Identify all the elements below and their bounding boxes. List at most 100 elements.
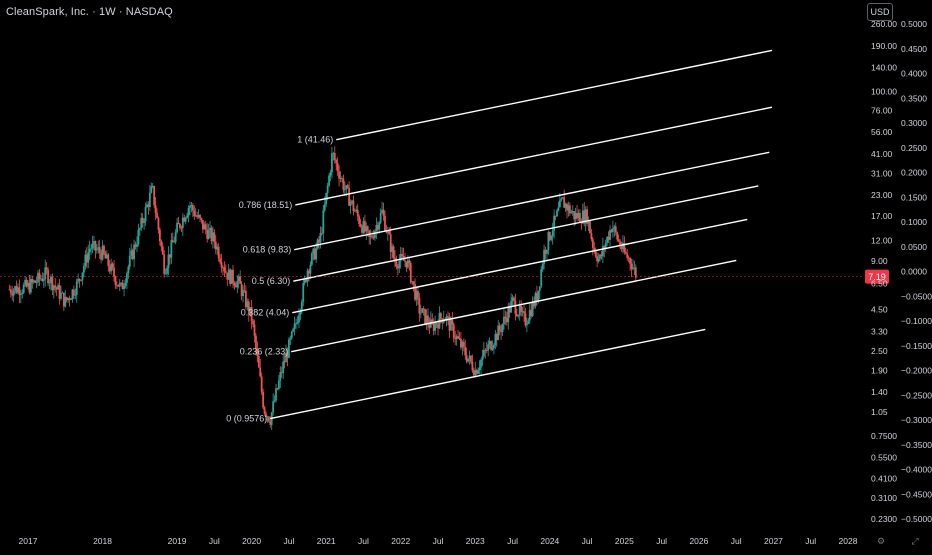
candle-body [140,217,143,229]
candle-body [405,261,408,268]
candle-body [566,203,568,211]
candle-body [100,252,103,260]
candle-body [263,407,266,414]
candle-body [445,316,448,320]
candle-body [576,213,578,219]
price-tick-label: 12.00 [871,236,893,246]
candle-body [567,205,570,211]
candle-body [137,229,140,245]
time-tick-label: 2017 [19,536,38,546]
candle-body [563,197,566,208]
secondary-tick-label: −0.3500 [901,440,932,450]
candle-body [326,185,329,193]
candle-body [131,250,134,260]
candle-body [273,400,276,402]
candle-body [620,246,623,250]
price-tick-label: 140.00 [871,63,897,73]
fib-line-1 [336,49,773,141]
candle-body [333,153,336,161]
candle-body [626,253,629,258]
candle-body [409,263,412,283]
candle-body [72,289,75,296]
candle-body [54,285,57,288]
candle-body [487,344,490,351]
candle-body [315,248,318,260]
last-price-tag [865,269,889,284]
candle-body [485,350,488,351]
time-tick-label: 2021 [317,536,336,546]
time-tick-label: Jul [805,536,816,546]
candle-body [527,320,530,324]
candle-body [216,246,219,250]
candle-body [458,338,461,339]
candle-body [240,283,243,297]
candle-body [203,224,206,230]
candle-body [250,306,253,321]
secondary-tick-label: 0.1500 [901,192,927,202]
candle-body [117,284,120,287]
candle-body [467,358,470,362]
candle-body [386,230,389,233]
candle-body [601,246,604,257]
candle-body [253,324,256,336]
secondary-tick-label: 0.4500 [901,44,927,54]
candle-body [556,210,558,217]
fib-label: 0 (0.9576) [226,414,267,424]
price-tick-label: 23.00 [871,190,893,200]
candle-body [229,269,232,284]
price-tick-label: 190.00 [871,41,897,51]
fib-label: 1 (41.46) [297,135,333,145]
candle-body [74,294,77,296]
candle-body [391,246,394,252]
fullscreen-icon[interactable]: ⤢ [911,536,919,546]
candle-body [351,200,353,202]
candle-body [286,352,289,358]
candle-body [257,355,260,368]
candle-body [508,306,511,313]
candle-body [44,267,47,280]
candle-body [14,286,16,291]
candle-body [194,215,197,217]
candle-body [12,290,15,296]
price-tick-label: 56.00 [871,127,893,137]
price-tick-label: 4.50 [871,305,888,315]
candle-body [521,311,524,313]
candle-body [157,217,160,230]
candle-body [160,241,163,247]
time-tick-label: Jul [358,536,369,546]
secondary-tick-label: −0.1500 [901,341,932,351]
price-tick-label: 0.7500 [871,431,897,441]
candle-body [322,210,325,234]
candle-body [299,310,302,316]
currency-button[interactable]: USD [867,3,893,21]
candle-body [406,260,409,268]
candle-body [111,263,114,268]
fib-line-0 [270,328,706,420]
candle-body [70,299,72,301]
candle-body [176,222,178,233]
candle-body [415,290,418,300]
candle-body [538,286,541,291]
candle-body [378,222,381,230]
candle-body [181,217,184,228]
candle-body [376,224,379,230]
candle-body [98,247,101,253]
candle-body [343,189,346,191]
time-tick-label: 2027 [764,536,783,546]
candle-body [349,201,352,206]
candle-body [81,272,84,281]
candle-body [193,210,196,217]
time-tick-label: Jul [283,536,294,546]
candle-body [104,253,107,259]
price-tick-label: 100.00 [871,86,897,96]
candle-body [230,269,233,284]
gear-icon[interactable]: ⚙ [876,536,886,546]
price-tick-label: 41.00 [871,149,893,159]
candle-body [437,324,439,329]
candle-body [501,324,504,333]
fib-label: 0.382 (4.04) [241,308,290,318]
candle-body [15,286,18,293]
candle-body [404,260,406,262]
candle-body [369,235,372,237]
